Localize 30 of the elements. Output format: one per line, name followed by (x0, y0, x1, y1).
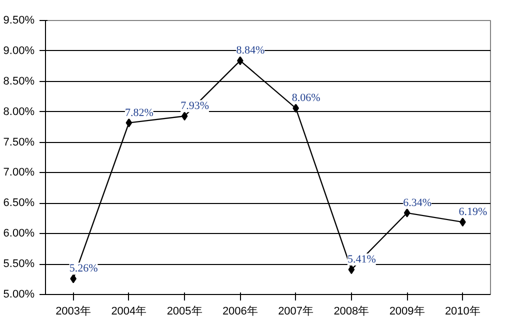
text: 6.19% (458, 206, 488, 218)
text: 5.41% (347, 254, 376, 266)
x-tick-label: 2004年 (111, 306, 147, 318)
point (181, 112, 188, 121)
y-tick-label: 8.50% (3, 75, 35, 88)
x-tick-label: 2006年 (222, 306, 258, 318)
text: 8.84% (236, 44, 265, 57)
y-tick-label: 9.50% (3, 14, 35, 26)
x-tick-label: 2010年 (444, 306, 480, 318)
text: 5.26% (69, 262, 98, 275)
y-tick-label: 7.50% (3, 136, 35, 148)
y-tick-label: 5.50% (3, 258, 35, 270)
y-tick-label: 7.00% (3, 166, 35, 179)
point (404, 208, 410, 218)
y-tick-label: 6.50% (3, 197, 35, 210)
x-tick-label: 2008年 (334, 306, 370, 318)
x-tick-label: 2005年 (166, 306, 202, 318)
y-tick-label: 8.00% (3, 106, 35, 118)
point (126, 118, 132, 128)
x-tick-label: 2007年 (278, 306, 314, 318)
text: 7.93% (180, 100, 209, 112)
y-tick-label: 5.00% (3, 288, 35, 300)
text: 8.06% (292, 92, 320, 104)
point (348, 265, 355, 274)
text: 7.82% (124, 106, 154, 119)
x-tick-label: 2009年 (389, 306, 425, 318)
y-tick-label: 9.00% (3, 44, 35, 57)
y-tick-label: 6.00% (3, 228, 35, 240)
text: 6.34% (403, 196, 432, 209)
x-tick-label: 2003年 (56, 306, 92, 318)
